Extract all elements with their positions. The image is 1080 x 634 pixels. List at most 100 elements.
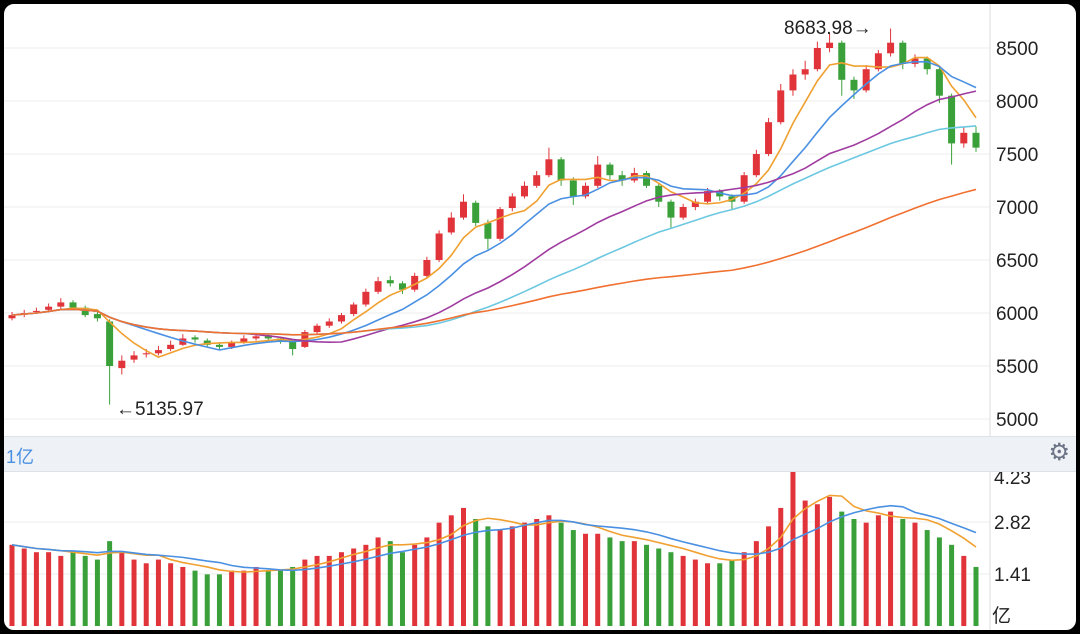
candle-body — [142, 353, 150, 355]
candle-body — [252, 336, 260, 339]
candle-body — [484, 222, 492, 239]
volume-bar — [668, 552, 674, 626]
candle-body — [228, 342, 236, 347]
candle-body — [167, 344, 175, 350]
gear-icon[interactable]: ⚙ — [1048, 439, 1070, 466]
volume-bar — [741, 552, 747, 626]
candle-body — [887, 42, 895, 54]
price-tick-label: 7500 — [996, 145, 1038, 166]
candle-body — [350, 304, 358, 315]
volume-bar — [204, 574, 210, 626]
ma5-line — [11, 56, 977, 358]
volume-bar — [46, 552, 52, 626]
volume-bar — [546, 515, 552, 626]
candle-body — [81, 307, 89, 316]
candle-body — [667, 201, 675, 218]
volume-bar — [277, 570, 283, 626]
volume-bar — [509, 526, 515, 626]
candle-body — [57, 302, 65, 307]
price-tick-label: 7000 — [996, 198, 1038, 219]
candle-body — [679, 207, 687, 218]
candle-body — [960, 132, 968, 144]
volume-bar — [485, 526, 491, 626]
volume-bar — [790, 467, 796, 626]
candle-body — [93, 314, 101, 319]
volume-bar — [705, 563, 711, 626]
candle-body — [545, 159, 553, 176]
candle-body — [45, 306, 53, 310]
candle-body — [557, 159, 565, 181]
volume-bar — [717, 563, 723, 626]
volume-bar — [290, 566, 296, 626]
volume-bar — [241, 570, 247, 626]
grid — [4, 47, 990, 575]
volume-bar — [180, 566, 186, 626]
candle-body — [496, 209, 504, 239]
candle-body — [154, 350, 162, 354]
candle-body — [752, 154, 760, 176]
indicator-separator: 1亿 ⚙ — [4, 436, 1076, 472]
candle-body — [289, 340, 297, 350]
moving-average-lines — [11, 56, 977, 573]
candle-body — [740, 175, 748, 202]
candle-body — [972, 132, 980, 148]
volume-bar — [473, 518, 479, 626]
volume-bar — [936, 537, 942, 626]
volume-ma10-line — [11, 504, 977, 572]
price-axis: 5000 5500 6000 6500 7000 7500 8000 8500 — [996, 39, 1038, 431]
volume-unit-label: 亿 — [992, 605, 1011, 627]
volume-bar — [424, 537, 430, 626]
candle-body — [630, 173, 638, 181]
ma30-line — [11, 125, 977, 336]
price-tick-label: 6500 — [996, 251, 1038, 272]
volume-bar — [924, 530, 930, 626]
volume-bar — [70, 552, 76, 626]
candle-body — [533, 175, 541, 186]
candle-body — [362, 291, 370, 305]
candle-body — [606, 164, 614, 176]
ma10-line — [11, 60, 977, 351]
volume-tick-label: 2.82 — [994, 513, 1031, 534]
volume-bar — [119, 552, 125, 626]
candle-body — [618, 175, 626, 181]
volume-bar — [619, 541, 625, 626]
chart-canvas: 5000 5500 6000 6500 7000 7500 8000 8500 4.23 2.8… — [4, 4, 1038, 630]
candle-body — [264, 335, 272, 339]
candle-body — [435, 233, 443, 260]
volume-bar — [729, 559, 735, 626]
candle-body — [337, 315, 345, 322]
volume-bar — [265, 570, 271, 626]
candles — [8, 28, 980, 405]
ma60-line — [11, 188, 977, 336]
volume-bar — [192, 570, 198, 626]
volume-bar — [778, 507, 784, 626]
volume-bar — [753, 541, 759, 626]
volume-bar — [912, 522, 918, 626]
candle-body — [594, 164, 602, 186]
candle-body — [313, 325, 321, 333]
candle-body — [838, 42, 846, 80]
volume-tick-label: 1.41 — [994, 565, 1031, 586]
candle-body — [923, 58, 931, 70]
volume-bar — [21, 548, 27, 626]
volume-bar — [949, 544, 955, 626]
volume-bar — [363, 544, 369, 626]
volume-bar — [216, 574, 222, 626]
candle-body — [447, 217, 455, 233]
volume-bar — [839, 511, 845, 626]
price-tick-label: 6000 — [996, 304, 1038, 325]
volume-bar — [802, 500, 808, 626]
candle-body — [215, 344, 223, 347]
volume-axis: 4.23 2.82 1.41 — [994, 468, 1031, 586]
volume-bar — [302, 559, 308, 626]
volume-bar — [143, 563, 149, 626]
candle-body — [582, 185, 590, 197]
price-tick-label: 5000 — [996, 410, 1038, 431]
candle-body — [203, 340, 211, 345]
volume-indicator-label[interactable]: 1亿 — [6, 447, 35, 467]
volume-bar — [522, 522, 528, 626]
price-tick-label: 5500 — [996, 357, 1038, 378]
volume-bar — [253, 566, 259, 626]
volume-bar — [387, 541, 393, 626]
high-annotation: 8683.98→ — [784, 18, 872, 39]
